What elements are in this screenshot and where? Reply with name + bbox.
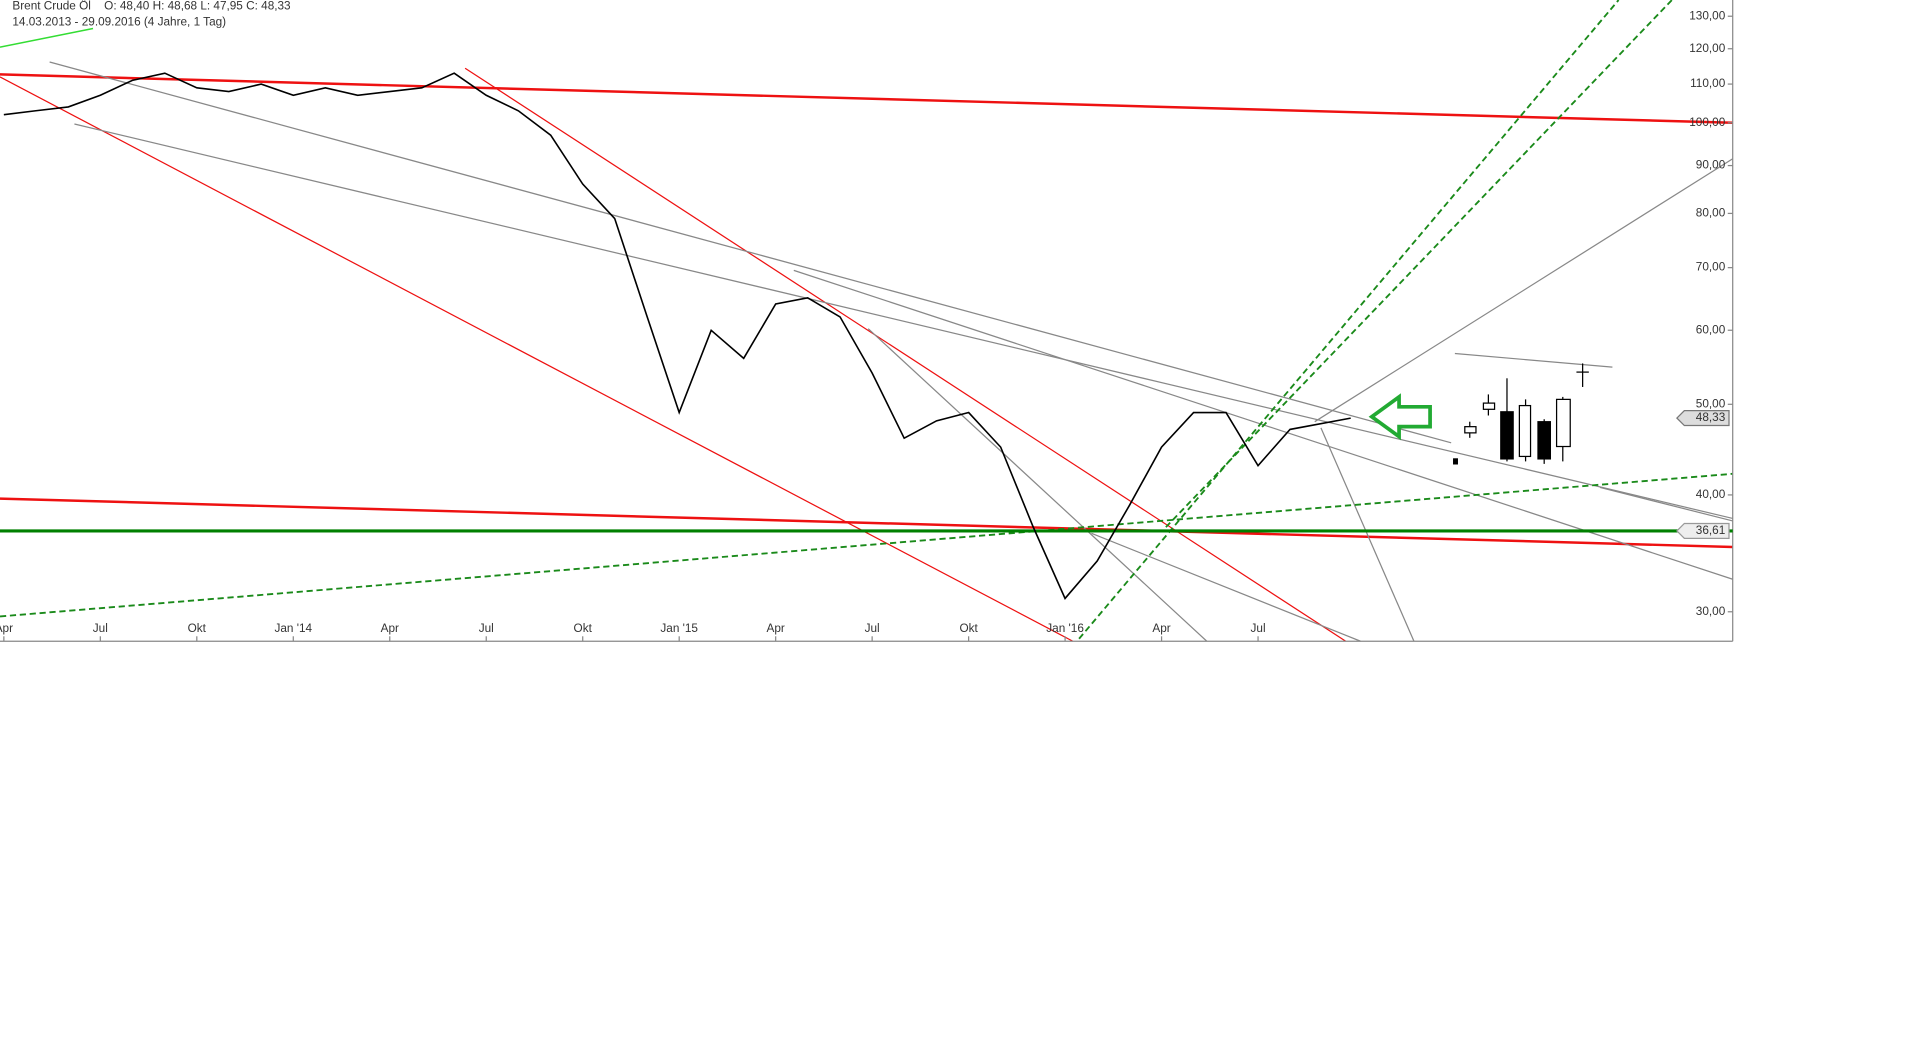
- x-tick-label: Jul: [865, 622, 880, 635]
- projection-candles: [1453, 363, 1589, 465]
- y-tick-label: 100,00: [1689, 116, 1725, 129]
- trend-line: [1320, 427, 1415, 642]
- x-tick-label: Apr: [767, 622, 785, 635]
- y-tick-label: 80,00: [1696, 207, 1726, 220]
- drawings: [0, 0, 1734, 642]
- trend-line: [0, 27, 94, 48]
- y-tick-label: 50,00: [1696, 397, 1726, 410]
- x-tick-label: Jan '14: [274, 622, 312, 635]
- y-tick-label: 120,00: [1689, 42, 1725, 55]
- trend-line: [74, 123, 1733, 520]
- trend-line: [464, 67, 1347, 642]
- x-tick-label: Jul: [93, 622, 108, 635]
- trend-line: [1314, 158, 1734, 423]
- x-tick-label: Apr: [1152, 622, 1170, 635]
- y-tick-label: 30,00: [1696, 605, 1726, 618]
- trend-line: [867, 328, 1208, 642]
- trend-line: [1454, 352, 1613, 368]
- x-tick-label: Jan '16: [1046, 622, 1084, 635]
- y-tick-label: 40,00: [1696, 488, 1726, 501]
- y-tick-label: 110,00: [1690, 77, 1726, 90]
- price-line: [3, 72, 1351, 600]
- price-tag-label: 48,33: [1696, 411, 1726, 424]
- trend-line: [1165, 0, 1673, 528]
- trend-line: [1078, 0, 1620, 640]
- x-tick-label: Jul: [1251, 622, 1266, 635]
- x-tick-label: Okt: [574, 622, 593, 635]
- trend-line: [0, 76, 1074, 642]
- y-tick-label: 90,00: [1696, 159, 1726, 172]
- y-tick-label: 130,00: [1689, 9, 1725, 22]
- trend-line: [1091, 532, 1361, 642]
- x-tick-label: Okt: [959, 622, 978, 635]
- y-tick-label: 70,00: [1696, 261, 1726, 274]
- level-tag: [1676, 522, 1730, 539]
- x-tick-label: Apr: [381, 622, 399, 635]
- trend-line: [0, 472, 1733, 618]
- x-tick-label: Jul: [479, 622, 494, 635]
- chart-title: Brent Crude Öl: [12, 0, 90, 12]
- arrow: [1368, 393, 1432, 441]
- price-tag: [1676, 410, 1730, 427]
- trend-line: [0, 497, 1733, 549]
- trend-line: [49, 61, 1452, 444]
- x-tick-label: Okt: [188, 622, 207, 635]
- trend-line: [0, 73, 1733, 125]
- quote: O: 48,40 H: 48,68 L: 47,95 C: 48,33: [104, 0, 291, 12]
- x-tick-label: Apr: [0, 622, 13, 635]
- x-tick-label: Jan '15: [660, 622, 698, 635]
- y-tick-label: 60,00: [1696, 323, 1726, 336]
- trend-line: [1599, 486, 1733, 522]
- level-label: 36,61: [1696, 524, 1725, 537]
- period: 14.03.2013 - 29.09.2016 (4 Jahre, 1 Tag): [12, 15, 226, 28]
